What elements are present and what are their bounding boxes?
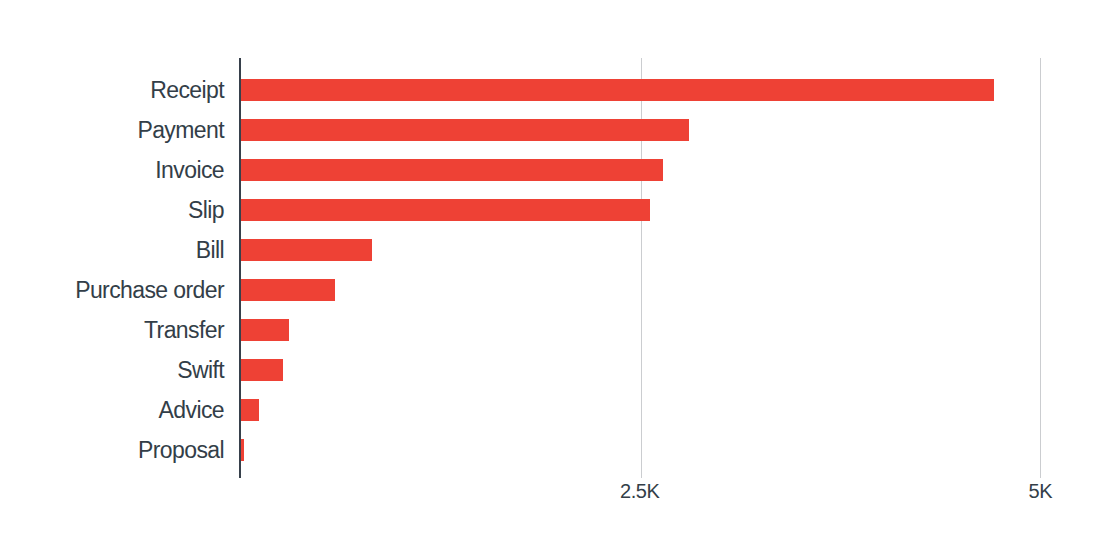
category-label-advice: Advice	[0, 390, 239, 430]
bar-proposal[interactable]	[241, 439, 244, 461]
bar-row-proposal	[241, 430, 1090, 470]
bar-advice[interactable]	[241, 399, 259, 421]
bar-transfer[interactable]	[241, 319, 289, 341]
y-axis-labels: ReceiptPaymentInvoiceSlipBillPurchase or…	[0, 58, 239, 478]
category-label-transfer: Transfer	[0, 310, 239, 350]
bar-invoice[interactable]	[241, 159, 663, 181]
bar-swift[interactable]	[241, 359, 283, 381]
bar-slip[interactable]	[241, 199, 650, 221]
x-tick-label-5k: 5K	[1029, 480, 1052, 503]
bars-container	[241, 58, 1090, 478]
bar-row-transfer	[241, 310, 1090, 350]
bar-row-slip	[241, 190, 1090, 230]
bar-row-invoice	[241, 150, 1090, 190]
x-axis-tick-labels: 2.5K 5K	[239, 480, 1090, 508]
category-label-bill: Bill	[0, 230, 239, 270]
plot-area	[239, 58, 1090, 478]
category-label-slip: Slip	[0, 190, 239, 230]
bar-row-purchase-order	[241, 270, 1090, 310]
bar-receipt[interactable]	[241, 79, 994, 101]
bar-row-swift	[241, 350, 1090, 390]
bar-row-bill	[241, 230, 1090, 270]
category-label-payment: Payment	[0, 110, 239, 150]
category-label-invoice: Invoice	[0, 150, 239, 190]
bar-purchase-order[interactable]	[241, 279, 335, 301]
category-label-receipt: Receipt	[0, 70, 239, 110]
bar-row-advice	[241, 390, 1090, 430]
category-label-proposal: Proposal	[0, 430, 239, 470]
category-label-swift: Swift	[0, 350, 239, 390]
bar-chart: ReceiptPaymentInvoiceSlipBillPurchase or…	[0, 0, 1100, 540]
bar-row-receipt	[241, 70, 1090, 110]
category-label-purchase-order: Purchase order	[0, 270, 239, 310]
bar-row-payment	[241, 110, 1090, 150]
x-tick-label-2-5k: 2.5K	[620, 480, 659, 503]
bar-bill[interactable]	[241, 239, 372, 261]
bar-payment[interactable]	[241, 119, 689, 141]
